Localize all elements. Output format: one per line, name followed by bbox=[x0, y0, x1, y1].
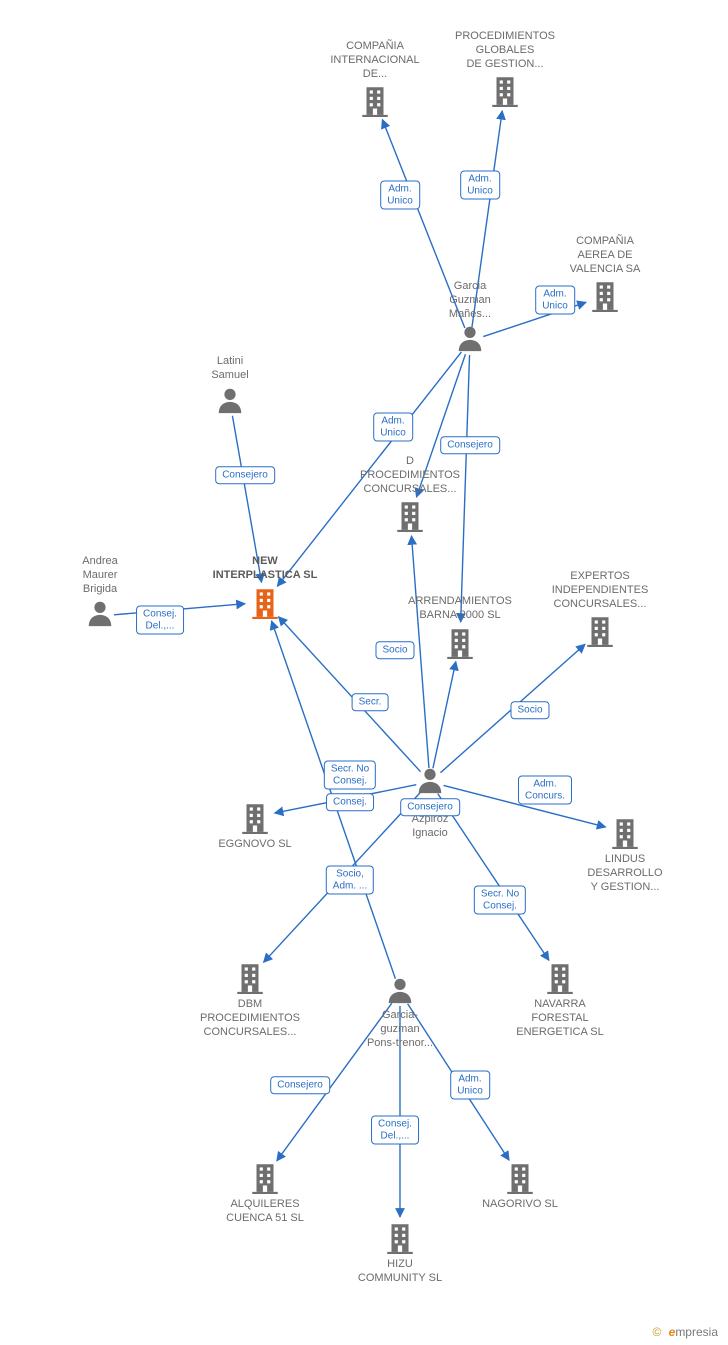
company-node-proc_glob[interactable]: PROCEDIMIENTOS GLOBALES DE GESTION... bbox=[435, 30, 575, 107]
person-node-garcia_pt[interactable]: Garcia- guzman Pons-trenor... bbox=[330, 975, 470, 1050]
edge-label: Consej. bbox=[326, 793, 374, 811]
edge-label: Adm. Unico bbox=[373, 413, 413, 442]
node-label: HIZU COMMUNITY SL bbox=[330, 1258, 470, 1286]
edge-label: Consej. Del.,... bbox=[371, 1116, 419, 1145]
person-icon bbox=[330, 975, 470, 1005]
company-node-comp_int[interactable]: COMPAÑIA INTERNACIONAL DE... bbox=[305, 40, 445, 117]
graph-canvas bbox=[0, 0, 728, 1345]
company-node-nagorivo[interactable]: NAGORIVO SL bbox=[450, 1160, 590, 1212]
node-label: EGGNOVO SL bbox=[185, 838, 325, 852]
building-icon bbox=[555, 815, 695, 849]
edge-label: Consejero bbox=[215, 466, 275, 484]
edge-label: Consejero bbox=[270, 1076, 330, 1094]
node-label: Garcia Guzman Mañes... bbox=[400, 280, 540, 321]
copyright-symbol: © bbox=[652, 1325, 661, 1339]
node-label: D PROCEDIMIENTOS CONCURSALES... bbox=[340, 455, 480, 496]
node-label: NAVARRA FORESTAL ENERGETICA SL bbox=[490, 998, 630, 1039]
building-icon bbox=[305, 83, 445, 117]
node-label: Andrea Maurer Brigida bbox=[30, 555, 170, 596]
edge-label: Adm. Unico bbox=[460, 171, 500, 200]
company-node-hizu[interactable]: HIZU COMMUNITY SL bbox=[330, 1220, 470, 1286]
brand-rest: mpresia bbox=[675, 1325, 718, 1339]
company-node-new_inter[interactable]: NEW INTERPLASTICA SL bbox=[195, 555, 335, 619]
edge-label: Socio bbox=[375, 641, 414, 659]
node-label: ARRENDAMIENTOS BARNA 2000 SL bbox=[390, 595, 530, 623]
edge-label: Consejero bbox=[400, 798, 460, 816]
building-icon bbox=[195, 585, 335, 619]
node-label: NAGORIVO SL bbox=[450, 1198, 590, 1212]
edge-label: Adm. Unico bbox=[450, 1071, 490, 1100]
edge-label: Secr. No Consej. bbox=[474, 886, 526, 915]
node-label: Latini Samuel bbox=[160, 355, 300, 383]
person-icon bbox=[160, 385, 300, 415]
edge-label: Consej. Del.,... bbox=[136, 606, 184, 635]
building-icon bbox=[450, 1160, 590, 1194]
company-node-navarra[interactable]: NAVARRA FORESTAL ENERGETICA SL bbox=[490, 960, 630, 1039]
person-node-latini[interactable]: Latini Samuel bbox=[160, 355, 300, 415]
company-node-d_proc_conc[interactable]: D PROCEDIMIENTOS CONCURSALES... bbox=[340, 455, 480, 532]
edge-label: Adm. Unico bbox=[535, 286, 575, 315]
building-icon bbox=[490, 960, 630, 994]
building-icon bbox=[340, 498, 480, 532]
edge-label: Adm. Unico bbox=[380, 181, 420, 210]
company-node-eggnovo[interactable]: EGGNOVO SL bbox=[185, 800, 325, 852]
node-label: NEW INTERPLASTICA SL bbox=[195, 555, 335, 583]
building-icon bbox=[180, 960, 320, 994]
company-node-dbm[interactable]: DBM PROCEDIMIENTOS CONCURSALES... bbox=[180, 960, 320, 1039]
building-icon bbox=[195, 1160, 335, 1194]
person-icon bbox=[360, 765, 500, 795]
company-node-expertos[interactable]: EXPERTOS INDEPENDIENTES CONCURSALES... bbox=[530, 570, 670, 647]
node-label: DBM PROCEDIMIENTOS CONCURSALES... bbox=[180, 998, 320, 1039]
edge-line bbox=[433, 662, 456, 769]
node-label: COMPAÑIA INTERNACIONAL DE... bbox=[305, 40, 445, 81]
person-node-garcia_gm[interactable]: Garcia Guzman Mañes... bbox=[400, 280, 540, 353]
edge-label: Consejero bbox=[440, 436, 500, 454]
building-icon bbox=[530, 613, 670, 647]
building-icon bbox=[330, 1220, 470, 1254]
edge-label: Socio, Adm. ... bbox=[326, 866, 374, 895]
node-label: COMPAÑIA AEREA DE VALENCIA SA bbox=[535, 235, 675, 276]
node-label: ALQUILERES CUENCA 51 SL bbox=[195, 1198, 335, 1226]
building-icon bbox=[185, 800, 325, 834]
edge-label: Secr. No Consej. bbox=[324, 761, 376, 790]
edge-label: Adm. Concurs. bbox=[518, 776, 572, 805]
building-icon bbox=[435, 73, 575, 107]
watermark: © empresia bbox=[652, 1325, 718, 1339]
node-label: EXPERTOS INDEPENDIENTES CONCURSALES... bbox=[530, 570, 670, 611]
company-node-lindus[interactable]: LINDUS DESARROLLO Y GESTION... bbox=[555, 815, 695, 894]
person-icon bbox=[400, 323, 540, 353]
edge-label: Secr. bbox=[352, 693, 389, 711]
node-label: LINDUS DESARROLLO Y GESTION... bbox=[555, 853, 695, 894]
company-node-alquileres[interactable]: ALQUILERES CUENCA 51 SL bbox=[195, 1160, 335, 1226]
edge-label: Socio bbox=[510, 701, 549, 719]
node-label: Garcia- guzman Pons-trenor... bbox=[330, 1009, 470, 1050]
node-label: PROCEDIMIENTOS GLOBALES DE GESTION... bbox=[435, 30, 575, 71]
